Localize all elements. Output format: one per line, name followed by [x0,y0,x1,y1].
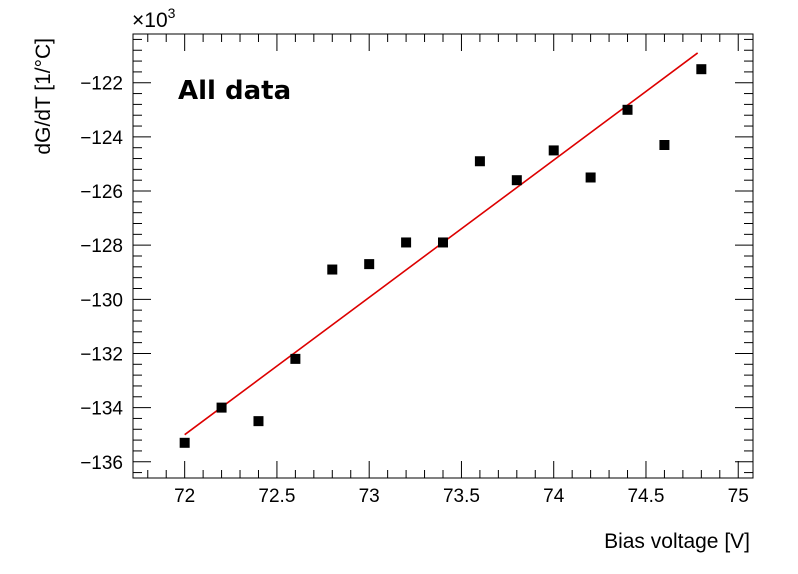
x-tick-label: 73.5 [443,486,480,507]
y-tick-label: −124 [80,128,123,149]
data-point [438,237,448,248]
x-axis-title: Bias voltage [V] [604,530,750,553]
x-tick-label: 74 [543,486,565,507]
data-point [216,402,227,413]
y-tick-label: −136 [80,453,123,474]
data-point [253,416,264,427]
data-point [179,437,190,448]
x-tick-label: 72 [174,486,195,507]
y-tick-label: −130 [80,290,123,311]
y-tick-label: −122 [80,74,123,95]
x-tick-label: 74.5 [627,486,664,507]
y-exponent-label: ×103 [132,5,176,32]
data-point [511,175,522,186]
y-axis: −136 −134 −132 −130 −128 −126 −124 −122 [80,38,753,474]
data-point [585,172,596,183]
x-tick-label: 75 [728,486,749,507]
x-tick-label: 73 [359,486,380,507]
x-tick-label: 72.5 [258,486,295,507]
y-tick-label: −134 [80,399,123,420]
y-tick-label: −128 [80,236,123,257]
x-axis: 72 72.5 73 73.5 74 74.5 75 [147,34,749,507]
data-point [364,259,375,270]
data-point [659,140,670,150]
data-point [474,156,485,167]
data-point [696,64,707,75]
y-exponent-power: 3 [168,5,176,21]
y-axis-title: dG/dT [1/°C] [32,38,55,155]
y-tick-label: −132 [80,344,123,365]
annotation-label: All data [178,76,291,106]
y-tick-label: −126 [80,182,123,203]
data-point [622,104,633,115]
data-point [327,264,338,275]
data-points [179,64,707,448]
data-point [290,353,301,364]
data-point [401,237,412,248]
data-point [548,145,559,156]
y-exponent-base: ×10 [132,9,168,32]
